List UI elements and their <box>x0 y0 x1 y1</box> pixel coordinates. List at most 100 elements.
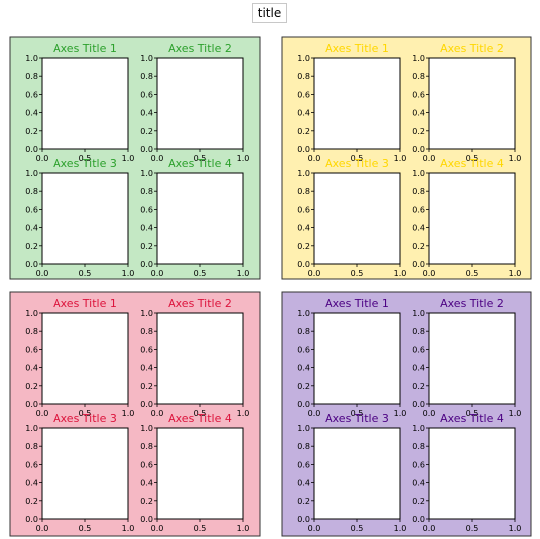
x-tick-label-3-2-2: 1.0 <box>509 409 522 418</box>
axes-plot-area-3-2 <box>428 312 516 405</box>
y-tick-label-0-1-1: 0.2 <box>25 127 38 136</box>
y-tick-label-1-2-0: 0.0 <box>412 145 425 154</box>
y-tick-label-1-4-5: 1.0 <box>412 169 425 178</box>
y-tick-label-2-4-0: 0.0 <box>140 515 153 524</box>
y-tick-label-0-4-2: 0.4 <box>140 224 153 233</box>
y-tick-label-3-3-0: 0.0 <box>297 515 310 524</box>
y-tick-label-3-2-5: 1.0 <box>412 309 425 318</box>
axes-plot-area-2-1 <box>41 312 129 405</box>
y-tick-label-1-1-3: 0.6 <box>297 90 310 99</box>
y-tick-label-1-1-4: 0.8 <box>297 72 310 81</box>
y-tick-label-3-1-0: 0.0 <box>297 400 310 409</box>
y-tick-label-0-2-0: 0.0 <box>140 145 153 154</box>
y-tick-label-1-3-1: 0.2 <box>297 242 310 251</box>
axes-plot-area-3-1 <box>313 312 401 405</box>
y-tick-label-1-1-5: 1.0 <box>297 54 310 63</box>
axes-plot-area-3-3 <box>313 427 401 520</box>
y-tick-label-1-2-1: 0.2 <box>412 127 425 136</box>
x-tick-label-3-4-0: 0.0 <box>423 524 436 533</box>
x-tick-label-3-1-1: 0.5 <box>351 409 364 418</box>
x-tick-label-0-1-0: 0.0 <box>36 154 49 163</box>
x-tick-label-0-4-0: 0.0 <box>151 269 164 278</box>
y-tick-label-3-1-5: 1.0 <box>297 309 310 318</box>
x-tick-label-0-2-1: 0.5 <box>194 154 207 163</box>
y-tick-label-3-3-1: 0.2 <box>297 497 310 506</box>
y-tick-label-0-3-4: 0.8 <box>25 187 38 196</box>
y-tick-label-0-3-2: 0.4 <box>25 224 38 233</box>
x-tick-label-2-2-1: 0.5 <box>194 409 207 418</box>
x-tick-label-2-1-1: 0.5 <box>79 409 92 418</box>
x-tick-label-2-4-2: 1.0 <box>237 524 250 533</box>
y-tick-label-2-3-0: 0.0 <box>25 515 38 524</box>
y-tick-label-2-4-1: 0.2 <box>140 497 153 506</box>
axes-plot-area-1-3 <box>313 172 401 265</box>
x-tick-label-3-1-0: 0.0 <box>308 409 321 418</box>
x-tick-label-0-2-2: 1.0 <box>237 154 250 163</box>
axes-title-3-3: Axes Title 3 <box>325 412 389 425</box>
axes-plot-area-0-4 <box>156 172 244 265</box>
y-tick-label-0-2-4: 0.8 <box>140 72 153 81</box>
axes-plot-area-0-1 <box>41 57 129 150</box>
y-tick-label-3-2-2: 0.4 <box>412 364 425 373</box>
y-tick-label-1-3-0: 0.0 <box>297 260 310 269</box>
axes-title-3-2: Axes Title 2 <box>440 297 504 310</box>
y-tick-label-2-1-4: 0.8 <box>25 327 38 336</box>
y-tick-label-0-1-4: 0.8 <box>25 72 38 81</box>
y-tick-label-0-1-5: 1.0 <box>25 54 38 63</box>
y-tick-label-3-2-1: 0.2 <box>412 382 425 391</box>
y-tick-label-0-2-2: 0.4 <box>140 109 153 118</box>
axes-title-3-4: Axes Title 4 <box>440 412 504 425</box>
figure-title: title <box>252 3 287 23</box>
axes-plot-area-2-4 <box>156 427 244 520</box>
y-tick-label-2-1-5: 1.0 <box>25 309 38 318</box>
y-tick-label-1-2-5: 1.0 <box>412 54 425 63</box>
x-tick-label-1-2-1: 0.5 <box>466 154 479 163</box>
y-tick-label-3-4-3: 0.6 <box>412 460 425 469</box>
axes-title-2-1: Axes Title 1 <box>53 297 117 310</box>
y-tick-label-0-1-2: 0.4 <box>25 109 38 118</box>
y-tick-label-1-1-2: 0.4 <box>297 109 310 118</box>
axes-title-1-3: Axes Title 3 <box>325 157 389 170</box>
y-tick-label-2-1-0: 0.0 <box>25 400 38 409</box>
y-tick-label-3-2-3: 0.6 <box>412 345 425 354</box>
x-tick-label-1-1-0: 0.0 <box>308 154 321 163</box>
x-tick-label-1-3-2: 1.0 <box>394 269 407 278</box>
axes-title-1-2: Axes Title 2 <box>440 42 504 55</box>
y-tick-label-3-3-3: 0.6 <box>297 460 310 469</box>
y-tick-label-0-4-4: 0.8 <box>140 187 153 196</box>
y-tick-label-2-1-3: 0.6 <box>25 345 38 354</box>
x-tick-label-0-1-1: 0.5 <box>79 154 92 163</box>
y-tick-label-2-4-2: 0.4 <box>140 479 153 488</box>
y-tick-label-0-1-3: 0.6 <box>25 90 38 99</box>
x-tick-label-1-1-2: 1.0 <box>394 154 407 163</box>
y-tick-label-3-3-4: 0.8 <box>297 442 310 451</box>
y-tick-label-3-4-0: 0.0 <box>412 515 425 524</box>
x-tick-label-2-3-0: 0.0 <box>36 524 49 533</box>
y-tick-label-2-3-3: 0.6 <box>25 460 38 469</box>
x-tick-label-1-2-0: 0.0 <box>423 154 436 163</box>
x-tick-label-0-2-0: 0.0 <box>151 154 164 163</box>
y-tick-label-2-2-3: 0.6 <box>140 345 153 354</box>
y-tick-label-3-4-2: 0.4 <box>412 479 425 488</box>
y-tick-label-3-1-1: 0.2 <box>297 382 310 391</box>
axes-plot-area-0-2 <box>156 57 244 150</box>
y-tick-label-1-4-3: 0.6 <box>412 205 425 214</box>
y-tick-label-0-4-3: 0.6 <box>140 205 153 214</box>
y-tick-label-3-4-1: 0.2 <box>412 497 425 506</box>
y-tick-label-1-1-1: 0.2 <box>297 127 310 136</box>
x-tick-label-3-2-1: 0.5 <box>466 409 479 418</box>
y-tick-label-3-1-4: 0.8 <box>297 327 310 336</box>
y-tick-label-2-2-1: 0.2 <box>140 382 153 391</box>
y-tick-label-2-3-2: 0.4 <box>25 479 38 488</box>
y-tick-label-0-2-3: 0.6 <box>140 90 153 99</box>
axes-title-3-1: Axes Title 1 <box>325 297 389 310</box>
x-tick-label-3-3-0: 0.0 <box>308 524 321 533</box>
axes-title-1-1: Axes Title 1 <box>325 42 389 55</box>
axes-title-0-3: Axes Title 3 <box>53 157 117 170</box>
y-tick-label-0-2-5: 1.0 <box>140 54 153 63</box>
y-tick-label-3-3-5: 1.0 <box>297 424 310 433</box>
x-tick-label-3-1-2: 1.0 <box>394 409 407 418</box>
x-tick-label-1-1-1: 0.5 <box>351 154 364 163</box>
x-tick-label-2-1-0: 0.0 <box>36 409 49 418</box>
